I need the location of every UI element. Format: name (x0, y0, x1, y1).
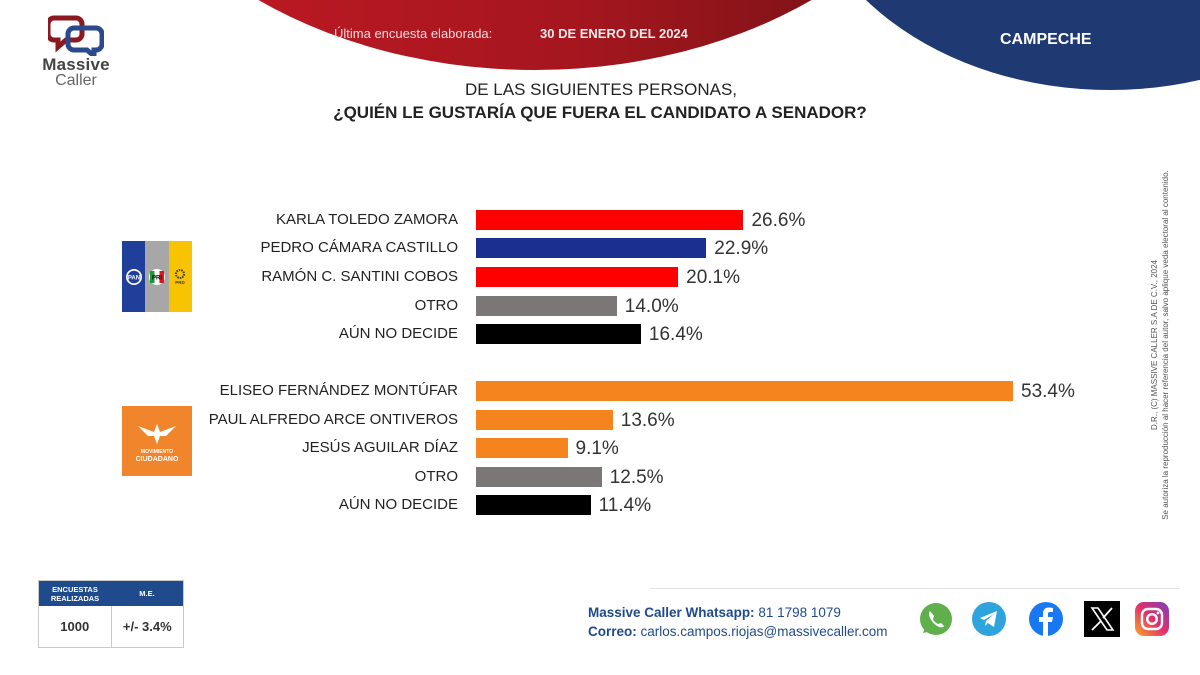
bar-label: AÚN NO DECIDE (338, 325, 458, 342)
x-icon[interactable] (1083, 600, 1121, 638)
bar-label: PAUL ALFREDO ARCE ONTIVEROS (208, 411, 458, 428)
pan-logo-icon: PAN (125, 268, 142, 285)
bar-value-label: 9.1% (575, 438, 619, 459)
bar-value-label: 22.9% (714, 238, 769, 259)
bar-value-label: 12.5% (609, 467, 664, 488)
whatsapp-number[interactable]: 81 1798 1079 (754, 605, 841, 620)
pri-stripe: PRI (145, 241, 169, 312)
bar (476, 410, 613, 430)
brand-name-line1: Massive (42, 55, 110, 74)
coalition-flag: PAN PRI PRD (122, 241, 192, 312)
survey-stats-table: ENCUESTAS REALIZADAS M.E. 1000 +/- 3.4% (38, 580, 184, 648)
bar (476, 210, 744, 230)
whatsapp-contact: Massive Caller Whatsapp: 81 1798 1079 (588, 605, 841, 620)
bar (476, 381, 1013, 401)
svg-text:PRD: PRD (176, 280, 186, 285)
mc-name-line2: CIUDADANO (135, 456, 179, 463)
bar-label: PEDRO CÁMARA CASTILLO (260, 239, 458, 256)
whatsapp-icon[interactable] (917, 600, 955, 638)
question-line1: DE LAS SIGUIENTES PERSONAS, (464, 80, 738, 99)
bar (476, 438, 568, 458)
bar (476, 495, 591, 515)
bar-label: KARLA TOLEDO ZAMORA (276, 211, 458, 228)
surveys-count: 1000 (39, 606, 112, 647)
bar-label: RAMÓN C. SANTINI COBOS (261, 268, 458, 285)
bar-label: AÚN NO DECIDE (338, 496, 458, 513)
telegram-icon[interactable] (970, 600, 1008, 638)
header-red-banner (95, 0, 975, 70)
copyright-line1: D.R., (C) MASSIVE CALLER S.A DE C.V., 20… (1150, 260, 1159, 430)
bar-label: OTRO (414, 468, 458, 485)
surveys-header: ENCUESTAS REALIZADAS (50, 584, 100, 603)
pri-logo-icon: PRI (148, 268, 165, 285)
bar-value-label: 16.4% (648, 324, 703, 345)
bar-label: JESÚS AGUILAR DÍAZ (302, 439, 458, 456)
email-address[interactable]: carlos.campos.riojas@massivecaller.com (636, 624, 888, 639)
margin-of-error-header: M.E. (139, 589, 155, 598)
mc-name-line1: MOVIMIENTO (140, 449, 174, 455)
brand-name-line2: Caller (55, 72, 97, 89)
bar-label: ELISEO FERNÁNDEZ MONTÚFAR (219, 382, 458, 399)
copyright-line2: Se autoriza la reproducción al hacer ref… (1161, 170, 1170, 520)
email-contact: Correo: carlos.campos.riojas@massivecall… (588, 624, 888, 639)
eagle-icon (138, 424, 176, 444)
bar-value-label: 26.6% (751, 210, 806, 231)
prd-stripe: PRD (168, 241, 192, 312)
copyright-notice: D.R., (C) MASSIVE CALLER S.A DE C.V., 20… (1149, 170, 1171, 520)
survey-date-label: Última encuesta elaborada: (334, 26, 493, 41)
bar (476, 296, 617, 316)
margin-of-error-value: +/- 3.4% (122, 619, 172, 634)
bar-value-label: 20.1% (686, 267, 740, 288)
bar-value-label: 14.0% (624, 296, 679, 317)
email-label: Correo: (588, 624, 637, 639)
prd-logo-icon: PRD (175, 268, 186, 285)
movimiento-ciudadano-logo: MOVIMIENTO CIUDADANO (122, 406, 192, 476)
whatsapp-label: Massive Caller Whatsapp: (588, 605, 755, 620)
survey-date: 30 DE ENERO DEL 2024 (540, 26, 688, 41)
bar (476, 324, 641, 344)
chat-bubbles-icon (48, 15, 104, 56)
bar-value-label: 53.4% (1021, 381, 1075, 402)
bar (476, 267, 679, 287)
bar-label: OTRO (414, 297, 458, 314)
question-title: ¿QUIÉN LE GUSTARÍA QUE FUERA EL CANDIDAT… (333, 103, 867, 122)
svg-text:PRI: PRI (152, 275, 162, 281)
massive-caller-logo: Massive Caller (36, 14, 116, 94)
footer-divider (650, 588, 1180, 589)
state-name: CAMPECHE (1000, 31, 1092, 48)
bar-value-label: 11.4% (598, 495, 652, 516)
bar-value-label: 13.6% (620, 410, 675, 431)
instagram-icon[interactable] (1133, 600, 1171, 638)
pan-stripe: PAN (122, 241, 146, 312)
bar (476, 467, 602, 487)
svg-text:PAN: PAN (128, 275, 140, 281)
bar (476, 238, 707, 258)
facebook-icon[interactable] (1027, 600, 1065, 638)
